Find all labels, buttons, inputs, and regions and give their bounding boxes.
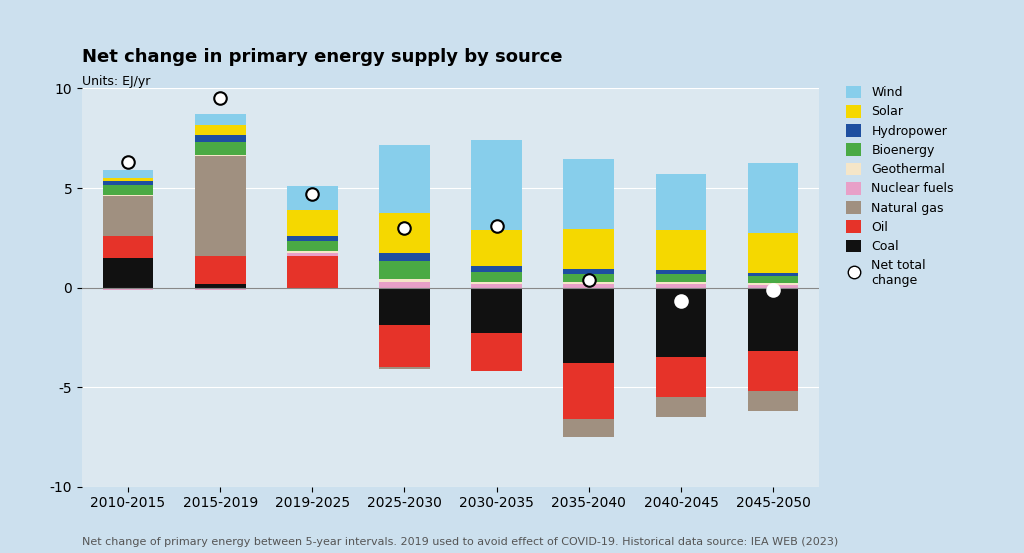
Bar — [655, 284, 707, 288]
Bar — [379, 253, 430, 260]
Legend: Wind, Solar, Hydropower, Bioenergy, Geothermal, Nuclear fuels, Natural gas, Oil,: Wind, Solar, Hydropower, Bioenergy, Geot… — [842, 81, 958, 292]
Bar — [471, 281, 522, 284]
Bar — [655, 357, 707, 397]
Bar — [471, 265, 522, 272]
Bar — [102, 185, 154, 195]
Bar — [195, 156, 246, 255]
Bar — [748, 285, 799, 288]
Bar — [563, 284, 614, 288]
Bar — [563, 419, 614, 437]
Bar — [748, 351, 799, 391]
Bar — [102, 195, 154, 196]
Bar — [195, 114, 246, 126]
Bar — [379, 260, 430, 279]
Bar — [655, 270, 707, 274]
Bar — [287, 253, 338, 255]
Bar — [102, 288, 154, 290]
Bar — [287, 255, 338, 288]
Bar — [102, 178, 154, 181]
Bar — [102, 258, 154, 288]
Bar — [102, 196, 154, 236]
Bar — [748, 288, 799, 351]
Bar — [655, 397, 707, 417]
Bar — [287, 236, 338, 241]
Bar — [287, 251, 338, 253]
Bar — [379, 213, 430, 253]
Bar — [563, 288, 614, 363]
Bar — [563, 229, 614, 269]
Bar — [748, 163, 799, 233]
Bar — [748, 275, 799, 283]
Bar — [748, 273, 799, 275]
Bar — [471, 140, 522, 230]
Bar — [287, 186, 338, 210]
Bar — [471, 272, 522, 281]
Bar — [195, 155, 246, 156]
Bar — [379, 367, 430, 369]
Bar — [102, 170, 154, 178]
Bar — [563, 274, 614, 281]
Bar — [287, 210, 338, 236]
Bar — [471, 230, 522, 265]
Bar — [379, 145, 430, 213]
Bar — [195, 126, 246, 135]
Text: Net change of primary energy between 5-year intervals. 2019 used to avoid effect: Net change of primary energy between 5-y… — [82, 538, 839, 547]
Bar — [655, 274, 707, 281]
Bar — [102, 181, 154, 185]
Bar — [655, 230, 707, 270]
Bar — [195, 255, 246, 284]
Bar — [471, 288, 522, 333]
Text: Net change in primary energy supply by source: Net change in primary energy supply by s… — [82, 48, 562, 66]
Bar — [287, 288, 338, 289]
Bar — [655, 288, 707, 357]
Bar — [195, 288, 246, 290]
Bar — [195, 142, 246, 155]
Bar — [471, 333, 522, 371]
Bar — [563, 363, 614, 419]
Bar — [195, 135, 246, 142]
Bar — [563, 281, 614, 284]
Bar — [379, 288, 430, 325]
Bar — [748, 391, 799, 411]
Bar — [379, 325, 430, 367]
Text: Units: EJ/yr: Units: EJ/yr — [82, 75, 151, 88]
Bar — [563, 159, 614, 229]
Bar — [748, 233, 799, 273]
Bar — [287, 241, 338, 251]
Bar — [655, 281, 707, 284]
Bar — [748, 283, 799, 285]
Bar — [195, 284, 246, 288]
Bar — [102, 236, 154, 258]
Bar — [563, 269, 614, 274]
Bar — [379, 281, 430, 288]
Bar — [379, 279, 430, 281]
Bar — [655, 174, 707, 230]
Bar — [471, 284, 522, 288]
